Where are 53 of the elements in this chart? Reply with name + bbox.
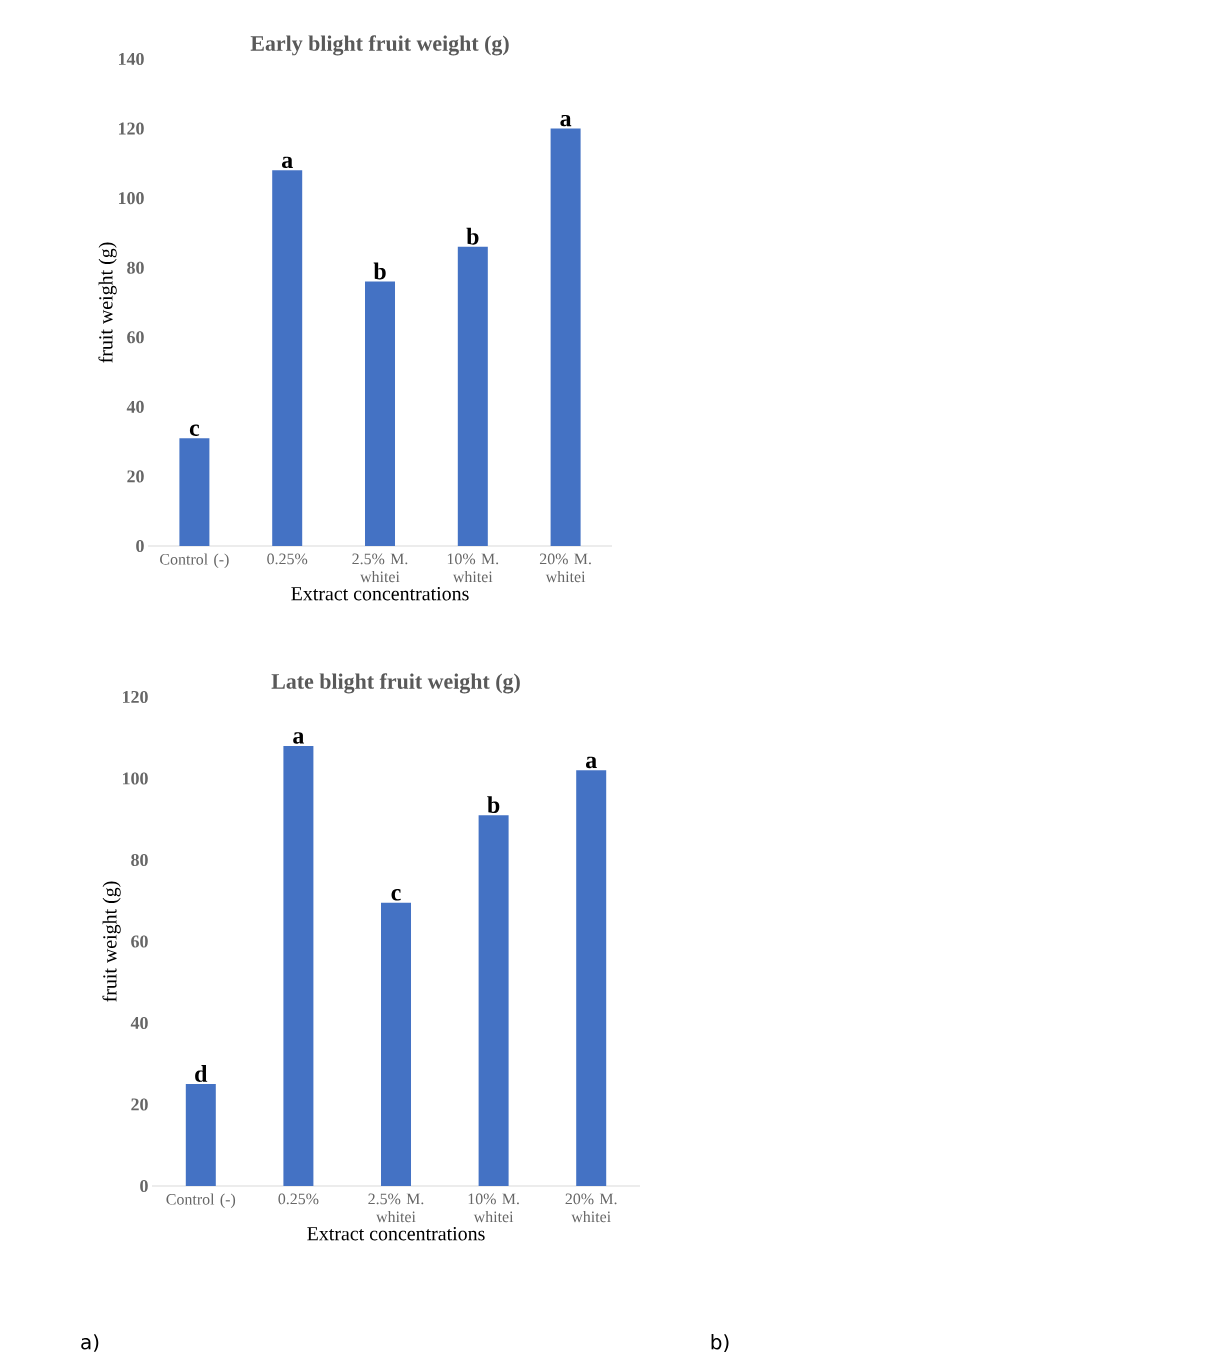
y-tick-label: 100 <box>119 192 144 205</box>
x-tick-label: 10% M. whitei <box>447 553 499 583</box>
annotation: b <box>487 796 500 813</box>
text: a) <box>81 1334 99 1352</box>
y-tick-label: 100 <box>123 772 148 785</box>
annotation: c <box>391 889 401 901</box>
bar <box>365 281 395 546</box>
bar <box>576 770 607 1186</box>
y-axis-title: fruit weight (g) <box>98 242 117 363</box>
x-tick-label: 20% M. whitei <box>565 1193 617 1223</box>
y-tick-label: 60 <box>131 935 148 948</box>
x-tick-label: 10% M. whitei <box>468 1193 519 1223</box>
y-tick-label: 0 <box>136 539 144 553</box>
y-tick-label: 20 <box>127 470 144 483</box>
bar <box>381 902 411 1186</box>
y-tick-label: 140 <box>119 52 144 66</box>
y-tick-label: 80 <box>131 853 148 867</box>
x-tick-label: Control (-) <box>166 1193 236 1208</box>
y-tick-label: 80 <box>127 261 144 274</box>
y-axis-title: fruit weight (g) <box>102 881 121 1002</box>
bar <box>283 745 314 1186</box>
annotation: a <box>560 114 572 127</box>
chart-title: Late blight fruit weight (g) <box>271 673 520 694</box>
y-tick-label: 40 <box>130 1016 148 1030</box>
y-tick-label: 60 <box>127 331 144 344</box>
x-tick-label: 0.25% <box>267 553 308 565</box>
y-tick-label: 40 <box>126 400 144 413</box>
annotation: a <box>281 156 293 169</box>
bar <box>179 438 210 546</box>
x-tick-label: 20% M. whitei <box>539 553 591 583</box>
x-tick-label: 2.5% M. whitei <box>352 553 408 583</box>
x-axis-title: Extract concentrations <box>307 1227 485 1241</box>
y-tick-label: 120 <box>119 122 144 135</box>
annotation: c <box>189 424 200 436</box>
bar <box>550 128 581 546</box>
y-tick-label: 120 <box>123 690 148 704</box>
annotation: d <box>195 1065 208 1082</box>
bar <box>478 815 509 1186</box>
annotation: a <box>585 756 597 769</box>
annotation: b <box>466 227 479 245</box>
annotation: a <box>293 732 305 744</box>
x-axis-title: Extract concentrations <box>291 587 469 601</box>
bar <box>185 1084 216 1186</box>
y-tick-label: 20 <box>131 1098 148 1111</box>
x-tick-label: 2.5% M. whitei <box>368 1193 424 1223</box>
annotation: b <box>373 262 386 280</box>
x-tick-label: Control (-) <box>160 553 229 568</box>
x-tick-label: 0.25% <box>278 1193 319 1205</box>
bar <box>272 170 303 546</box>
text: b) <box>711 1334 729 1352</box>
y-tick-label: 0 <box>140 1179 148 1193</box>
bar <box>457 246 488 546</box>
chart-title: Early blight fruit weight (g) <box>250 35 509 56</box>
